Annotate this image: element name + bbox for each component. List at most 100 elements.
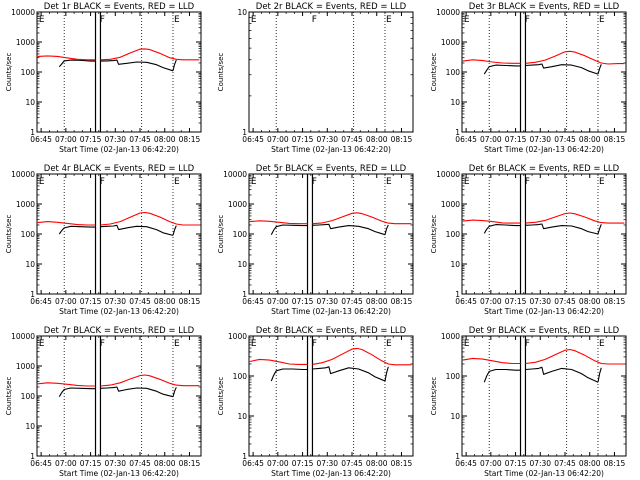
flag-letter: E — [386, 339, 392, 349]
x-tick-label: 07:30 — [104, 459, 126, 468]
panel-title: Det 4r BLACK = Events, RED = LLD — [44, 164, 195, 174]
x-tick-label: 06:45 — [30, 459, 52, 468]
y-tick-label: 10 — [237, 412, 247, 421]
series-line-lld — [525, 348, 625, 365]
series-line-events — [270, 368, 308, 382]
flag-letter: E — [251, 15, 257, 25]
x-tick-label: 07:15 — [80, 135, 102, 144]
y-tick-label: 1 — [30, 128, 35, 137]
y-tick-label: 1000 — [441, 38, 460, 47]
y-tick-label: 100 — [233, 372, 248, 381]
plot-frame — [248, 335, 414, 457]
x-tick-label: 08:15 — [604, 297, 626, 306]
x-tick-label: 08:15 — [391, 459, 413, 468]
x-tick-label: 08:00 — [366, 297, 388, 306]
x-tick-label: 07:30 — [316, 459, 338, 468]
flag-letter: F — [525, 339, 530, 349]
flag-letter: E — [464, 15, 470, 25]
y-axis-label: Counts/sec — [5, 215, 13, 254]
x-tick-label: 06:45 — [30, 297, 52, 306]
series-line-lld — [312, 212, 412, 225]
y-tick-label: 1 — [30, 290, 35, 299]
series-line-lld — [100, 374, 200, 387]
x-tick-label: 06:45 — [242, 135, 264, 144]
series-line-events — [483, 64, 521, 75]
flag-letter: E — [599, 339, 605, 349]
x-tick-label: 07:00 — [55, 135, 77, 144]
x-tick-label: 06:45 — [30, 135, 52, 144]
series-line-lld — [462, 357, 521, 365]
y-tick-label: 10000 — [11, 8, 35, 17]
flag-letter: E — [251, 339, 257, 349]
y-tick-label: 10 — [25, 422, 35, 431]
detector-panel-1: Det 1r BLACK = Events, RED = LLD E F E 1 10 10… — [5, 2, 202, 154]
series-line-events — [58, 225, 96, 235]
x-axis-label: Start Time (02-Jan-13 06:42:20) — [484, 307, 604, 316]
y-axis-label: Counts/sec — [430, 377, 438, 416]
flag-letter: E — [386, 177, 392, 187]
y-tick-label: 1000 — [228, 332, 247, 341]
series-line-events — [58, 387, 96, 397]
x-axis-label: Start Time (02-Jan-13 06:42:20) — [484, 145, 604, 154]
x-tick-label: 07:00 — [480, 459, 502, 468]
y-tick-label: 10 — [25, 260, 35, 269]
y-tick-label: 10 — [25, 98, 35, 107]
detector-panel-6: Det 6r BLACK = Events, RED = LLD E F E 1 10 10… — [430, 164, 627, 316]
y-tick-label: 100 — [446, 372, 461, 381]
y-tick-label: 100 — [446, 68, 461, 77]
x-tick-label: 06:45 — [242, 459, 264, 468]
series-line-events — [100, 224, 174, 236]
x-tick-label: 07:30 — [529, 459, 551, 468]
x-tick-label: 07:00 — [267, 297, 289, 306]
x-tick-label: 07:15 — [80, 297, 102, 306]
x-tick-label: 07:15 — [505, 297, 527, 306]
series-line-events — [483, 224, 521, 234]
series-line-lld — [462, 219, 521, 224]
x-tick-label: 07:15 — [505, 135, 527, 144]
panel-title: Det 1r BLACK = Events, RED = LLD — [44, 2, 195, 12]
series-line-events — [100, 386, 174, 398]
series-line-lld — [462, 59, 521, 64]
flag-letter: E — [464, 177, 470, 187]
series-line-lld — [312, 347, 412, 366]
x-tick-label: 07:15 — [505, 459, 527, 468]
x-tick-label: 07:45 — [341, 135, 363, 144]
x-axis-label: Start Time (02-Jan-13 06:42:20) — [271, 145, 391, 154]
flag-letter: F — [100, 339, 105, 349]
y-axis-label: Counts/sec — [217, 215, 225, 254]
x-tick-label: 06:45 — [455, 135, 477, 144]
x-tick-label: 07:45 — [129, 459, 151, 468]
x-tick-label: 08:15 — [391, 135, 413, 144]
series-line-events — [58, 59, 96, 68]
series-line-lld — [37, 55, 96, 61]
series-line-lld — [100, 48, 200, 61]
y-tick-label: 10 — [237, 8, 247, 17]
x-tick-label: 06:45 — [455, 459, 477, 468]
x-tick-label: 07:00 — [267, 135, 289, 144]
x-tick-label: 07:45 — [341, 459, 363, 468]
detector-panel-4: Det 4r BLACK = Events, RED = LLD E F E 1 10 10… — [5, 164, 202, 316]
x-tick-label: 07:00 — [267, 459, 289, 468]
flag-letter: E — [39, 177, 45, 187]
flag-letter: E — [464, 339, 470, 349]
x-tick-label: 08:00 — [154, 135, 176, 144]
series-line-events — [100, 59, 174, 72]
series-line-events — [525, 63, 599, 75]
x-tick-label: 08:15 — [179, 135, 201, 144]
y-tick-label: 1000 — [441, 200, 460, 209]
y-tick-label: 1 — [30, 452, 35, 461]
y-axis-label: Counts/sec — [430, 53, 438, 92]
x-axis-label: Start Time (02-Jan-13 06:42:20) — [59, 307, 179, 316]
series-line-events — [597, 64, 602, 75]
x-tick-label: 07:45 — [554, 135, 576, 144]
y-axis-label: Counts/sec — [5, 377, 13, 416]
detector-panel-5: Det 5r BLACK = Events, RED = LLD E F E 1 10 10… — [217, 164, 414, 316]
y-tick-label: 10000 — [436, 8, 460, 17]
series-line-events — [483, 368, 521, 383]
y-axis-label: Counts/sec — [217, 377, 225, 416]
series-line-lld — [525, 50, 625, 65]
y-axis-label: Counts/sec — [217, 53, 225, 92]
x-tick-label: 07:45 — [341, 297, 363, 306]
x-tick-label: 07:15 — [292, 459, 314, 468]
